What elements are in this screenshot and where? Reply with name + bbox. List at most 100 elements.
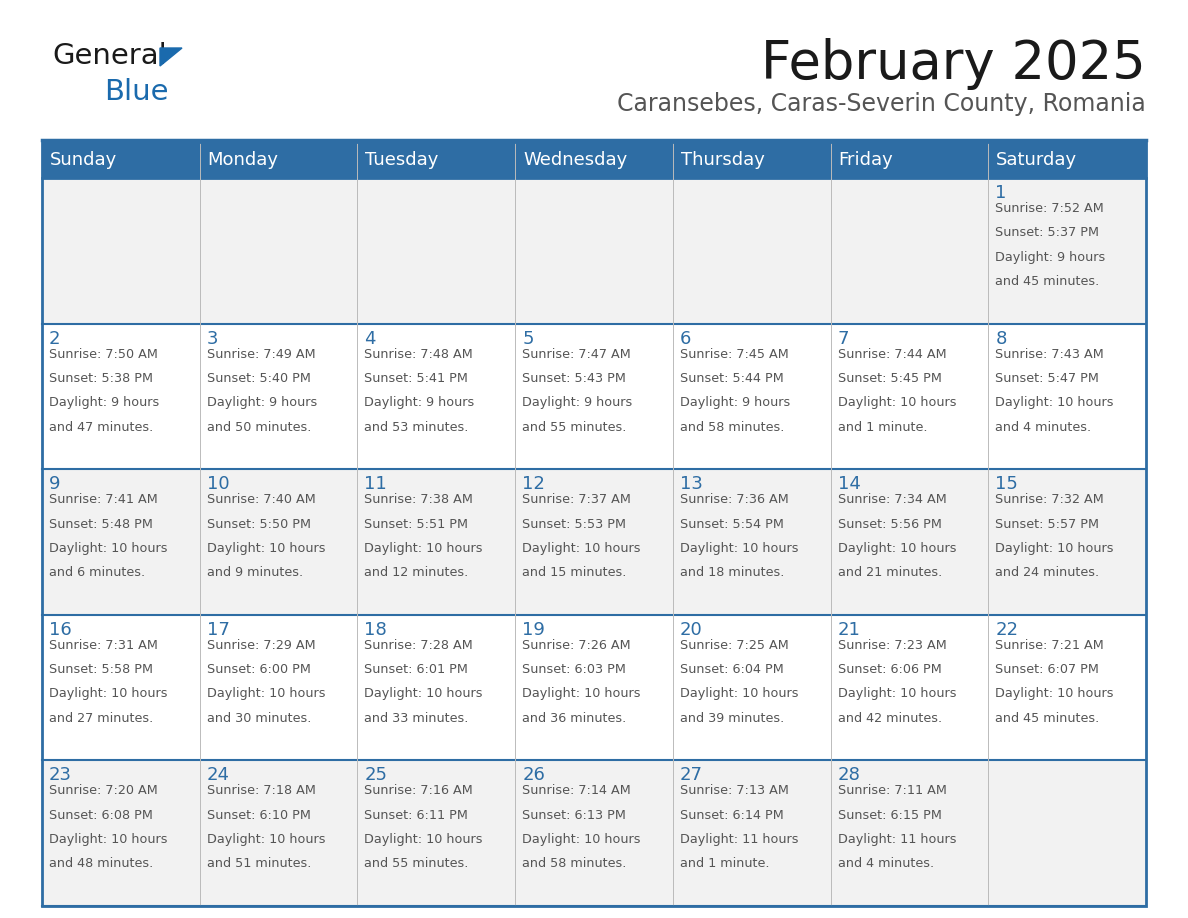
Text: Daylight: 10 hours: Daylight: 10 hours [996, 688, 1114, 700]
Text: and 4 minutes.: and 4 minutes. [838, 857, 934, 870]
Text: and 36 minutes.: and 36 minutes. [523, 711, 626, 724]
Text: Sunset: 5:58 PM: Sunset: 5:58 PM [49, 663, 153, 677]
Text: and 45 minutes.: and 45 minutes. [996, 711, 1100, 724]
Text: 2: 2 [49, 330, 61, 348]
Text: Daylight: 10 hours: Daylight: 10 hours [49, 833, 168, 846]
Text: 21: 21 [838, 621, 860, 639]
Text: Sunrise: 7:40 AM: Sunrise: 7:40 AM [207, 493, 316, 506]
Text: 19: 19 [523, 621, 545, 639]
Text: Sunset: 5:54 PM: Sunset: 5:54 PM [680, 518, 784, 531]
Text: Sunrise: 7:37 AM: Sunrise: 7:37 AM [523, 493, 631, 506]
Text: Blue: Blue [105, 78, 169, 106]
Text: and 53 minutes.: and 53 minutes. [365, 420, 469, 433]
Text: 8: 8 [996, 330, 1006, 348]
Text: Sunrise: 7:31 AM: Sunrise: 7:31 AM [49, 639, 158, 652]
Text: and 15 minutes.: and 15 minutes. [523, 566, 626, 579]
Text: 1: 1 [996, 184, 1006, 202]
Text: 11: 11 [365, 476, 387, 493]
Bar [42, 142, 1146, 906]
Text: Sunrise: 7:47 AM: Sunrise: 7:47 AM [523, 348, 631, 361]
Text: Sunset: 6:00 PM: Sunset: 6:00 PM [207, 663, 310, 677]
Text: Sunrise: 7:21 AM: Sunrise: 7:21 AM [996, 639, 1104, 652]
Text: Sunrise: 7:49 AM: Sunrise: 7:49 AM [207, 348, 315, 361]
Text: Sunset: 6:14 PM: Sunset: 6:14 PM [680, 809, 784, 822]
Text: Daylight: 10 hours: Daylight: 10 hours [523, 542, 640, 554]
Text: Daylight: 10 hours: Daylight: 10 hours [838, 397, 956, 409]
Text: Sunday: Sunday [50, 151, 118, 169]
Text: and 1 minute.: and 1 minute. [838, 420, 927, 433]
Text: Caransebes, Caras-Severin County, Romania: Caransebes, Caras-Severin County, Romani… [618, 92, 1146, 116]
Text: and 58 minutes.: and 58 minutes. [523, 857, 626, 870]
Text: 18: 18 [365, 621, 387, 639]
Text: 27: 27 [680, 767, 703, 784]
Text: and 58 minutes.: and 58 minutes. [680, 420, 784, 433]
Text: and 12 minutes.: and 12 minutes. [365, 566, 469, 579]
Text: 6: 6 [680, 330, 691, 348]
Text: Daylight: 10 hours: Daylight: 10 hours [365, 542, 484, 554]
Text: General: General [52, 42, 166, 70]
Text: and 4 minutes.: and 4 minutes. [996, 420, 1092, 433]
Text: 5: 5 [523, 330, 533, 348]
Text: Daylight: 10 hours: Daylight: 10 hours [523, 833, 640, 846]
Text: and 27 minutes.: and 27 minutes. [49, 711, 153, 724]
Text: Sunset: 5:40 PM: Sunset: 5:40 PM [207, 372, 310, 385]
Text: Thursday: Thursday [681, 151, 765, 169]
Text: Daylight: 10 hours: Daylight: 10 hours [680, 688, 798, 700]
Text: Sunset: 5:43 PM: Sunset: 5:43 PM [523, 372, 626, 385]
Text: 4: 4 [365, 330, 375, 348]
Text: and 30 minutes.: and 30 minutes. [207, 711, 311, 724]
Text: Daylight: 9 hours: Daylight: 9 hours [996, 251, 1106, 263]
Text: Sunset: 6:13 PM: Sunset: 6:13 PM [523, 809, 626, 822]
Text: Sunset: 6:10 PM: Sunset: 6:10 PM [207, 809, 310, 822]
Text: 3: 3 [207, 330, 219, 348]
Text: Sunrise: 7:11 AM: Sunrise: 7:11 AM [838, 784, 947, 798]
Text: 16: 16 [49, 621, 71, 639]
Text: and 50 minutes.: and 50 minutes. [207, 420, 311, 433]
Text: and 39 minutes.: and 39 minutes. [680, 711, 784, 724]
Text: Wednesday: Wednesday [523, 151, 627, 169]
Text: 17: 17 [207, 621, 229, 639]
Text: and 18 minutes.: and 18 minutes. [680, 566, 784, 579]
Text: 20: 20 [680, 621, 702, 639]
Text: 9: 9 [49, 476, 61, 493]
Text: Sunset: 5:53 PM: Sunset: 5:53 PM [523, 518, 626, 531]
Text: Saturday: Saturday [997, 151, 1078, 169]
Text: Sunset: 5:37 PM: Sunset: 5:37 PM [996, 227, 1099, 240]
Text: 23: 23 [49, 767, 72, 784]
Text: Sunrise: 7:44 AM: Sunrise: 7:44 AM [838, 348, 946, 361]
Text: Sunrise: 7:50 AM: Sunrise: 7:50 AM [49, 348, 158, 361]
Text: Sunset: 5:50 PM: Sunset: 5:50 PM [207, 518, 311, 531]
Text: Sunrise: 7:36 AM: Sunrise: 7:36 AM [680, 493, 789, 506]
Text: Sunset: 6:07 PM: Sunset: 6:07 PM [996, 663, 1099, 677]
Text: 7: 7 [838, 330, 849, 348]
Text: and 47 minutes.: and 47 minutes. [49, 420, 153, 433]
Text: Daylight: 9 hours: Daylight: 9 hours [523, 397, 632, 409]
Text: Daylight: 10 hours: Daylight: 10 hours [207, 688, 326, 700]
Text: and 55 minutes.: and 55 minutes. [365, 857, 469, 870]
Text: Sunrise: 7:43 AM: Sunrise: 7:43 AM [996, 348, 1104, 361]
Text: Monday: Monday [208, 151, 279, 169]
Text: Tuesday: Tuesday [366, 151, 438, 169]
Text: 25: 25 [365, 767, 387, 784]
Text: Sunrise: 7:29 AM: Sunrise: 7:29 AM [207, 639, 315, 652]
Text: Sunrise: 7:26 AM: Sunrise: 7:26 AM [523, 639, 631, 652]
Text: and 48 minutes.: and 48 minutes. [49, 857, 153, 870]
Polygon shape [160, 48, 182, 66]
Text: Sunset: 6:08 PM: Sunset: 6:08 PM [49, 809, 153, 822]
Text: Daylight: 11 hours: Daylight: 11 hours [838, 833, 956, 846]
Text: Daylight: 10 hours: Daylight: 10 hours [838, 542, 956, 554]
Text: Sunset: 6:01 PM: Sunset: 6:01 PM [365, 663, 468, 677]
Text: 22: 22 [996, 621, 1018, 639]
Text: Sunrise: 7:52 AM: Sunrise: 7:52 AM [996, 202, 1104, 215]
Text: and 21 minutes.: and 21 minutes. [838, 566, 942, 579]
Text: Sunrise: 7:13 AM: Sunrise: 7:13 AM [680, 784, 789, 798]
Text: Daylight: 9 hours: Daylight: 9 hours [365, 397, 475, 409]
Text: Daylight: 9 hours: Daylight: 9 hours [49, 397, 159, 409]
Text: 15: 15 [996, 476, 1018, 493]
Text: Sunset: 5:41 PM: Sunset: 5:41 PM [365, 372, 468, 385]
Text: 24: 24 [207, 767, 229, 784]
Text: Daylight: 10 hours: Daylight: 10 hours [49, 688, 168, 700]
Text: Sunset: 6:06 PM: Sunset: 6:06 PM [838, 663, 941, 677]
Text: Sunrise: 7:34 AM: Sunrise: 7:34 AM [838, 493, 947, 506]
Text: and 1 minute.: and 1 minute. [680, 857, 770, 870]
